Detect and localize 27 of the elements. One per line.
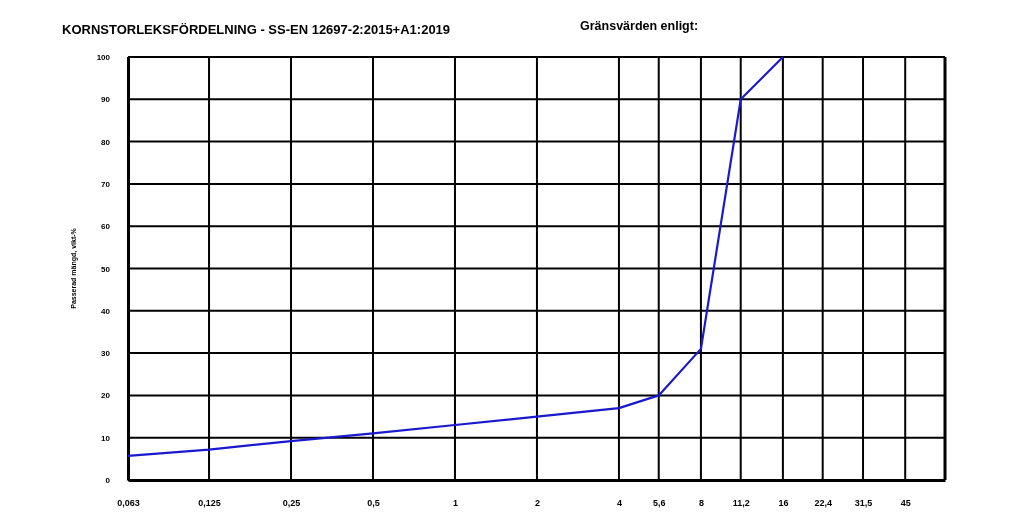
y-tick-label: 40 [101,306,111,316]
y-tick-label: 50 [101,264,111,274]
text: Gränsvärden enligt: [580,19,699,33]
x-tick-label: 16 [778,498,789,509]
x-tick-label: 4 [616,498,622,509]
x-tick-label: 0,5 [367,498,380,509]
y-tick-label: 70 [101,179,111,189]
x-tick-label: 11,2 [732,498,750,509]
x-tick-label: 0,25 [282,498,301,509]
y-tick-label: 10 [101,433,111,443]
y-tick-label: 20 [101,391,111,401]
y-tick-label: 60 [101,222,111,232]
x-tick-label: 8 [698,498,704,509]
y-tick-label: 100 [96,53,111,63]
y-tick-label: 80 [101,137,111,147]
x-tick-label: 1 [452,498,458,509]
x-tick-label: 0,063 [117,498,140,509]
x-tick-label: 0,125 [198,498,221,509]
x-tick-label: 22,4 [814,498,832,509]
y-tick-label: 0 [105,476,111,486]
x-tick-label: 31,5 [854,498,873,509]
x-tick-label: 45 [900,498,911,509]
chart-title: KORNSTORLEKSFÖRDELNING - SS-EN 12697-2:2015+A1:2019 [62,22,451,37]
y-tick-label: 90 [101,95,111,105]
x-tick-label: 2 [534,498,540,509]
y-tick-label: 30 [101,349,111,359]
x-tick-label: 5,6 [652,498,666,509]
